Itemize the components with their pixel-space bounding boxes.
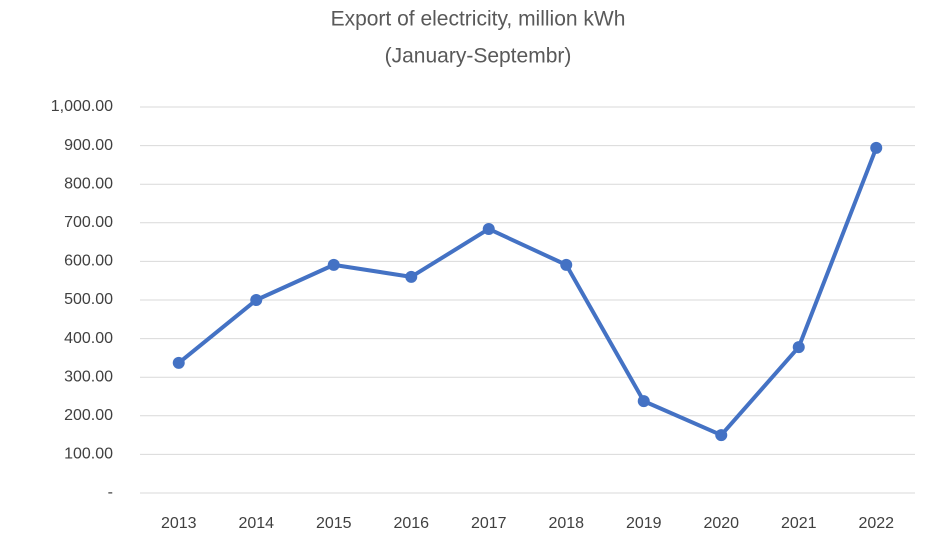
y-tick-label: - bbox=[108, 484, 113, 501]
y-tick-label: 800.00 bbox=[64, 175, 113, 192]
point bbox=[405, 270, 418, 283]
point bbox=[637, 395, 650, 408]
point bbox=[792, 341, 805, 354]
x-tick-label: 2019 bbox=[626, 515, 662, 532]
x-tick-label: 2020 bbox=[703, 515, 739, 532]
y-tick-label: 500.00 bbox=[64, 291, 113, 308]
y-tick-label: 400.00 bbox=[64, 330, 113, 347]
point bbox=[560, 258, 573, 271]
point bbox=[870, 141, 883, 154]
point bbox=[327, 258, 340, 271]
y-tick-label: 700.00 bbox=[64, 214, 113, 231]
point bbox=[482, 222, 495, 235]
x-tick-label: 2021 bbox=[781, 515, 817, 532]
x-tick-label: 2022 bbox=[858, 515, 894, 532]
chart-subtitle: (January-Septembr) bbox=[385, 45, 572, 68]
x-tick-label: 2016 bbox=[393, 515, 429, 532]
x-tick-label: 2018 bbox=[548, 515, 584, 532]
x-tick-label: 2015 bbox=[316, 515, 352, 532]
point bbox=[172, 356, 185, 369]
y-tick-label: 900.00 bbox=[64, 137, 113, 154]
line bbox=[177, 147, 879, 438]
y-tick-label: 300.00 bbox=[64, 368, 113, 385]
point bbox=[250, 294, 263, 306]
chart-title: Export of electricity, million kWh bbox=[331, 8, 626, 31]
point bbox=[715, 429, 728, 442]
y-tick-label: 200.00 bbox=[64, 407, 113, 424]
x-tick-label: 2014 bbox=[238, 515, 274, 532]
y-tick-label: 100.00 bbox=[64, 446, 113, 463]
x-tick-label: 2013 bbox=[161, 515, 197, 532]
x-tick-label: 2017 bbox=[471, 515, 507, 532]
y-tick-label: 600.00 bbox=[64, 253, 113, 270]
y-tick-label: 1,000.00 bbox=[51, 98, 113, 115]
